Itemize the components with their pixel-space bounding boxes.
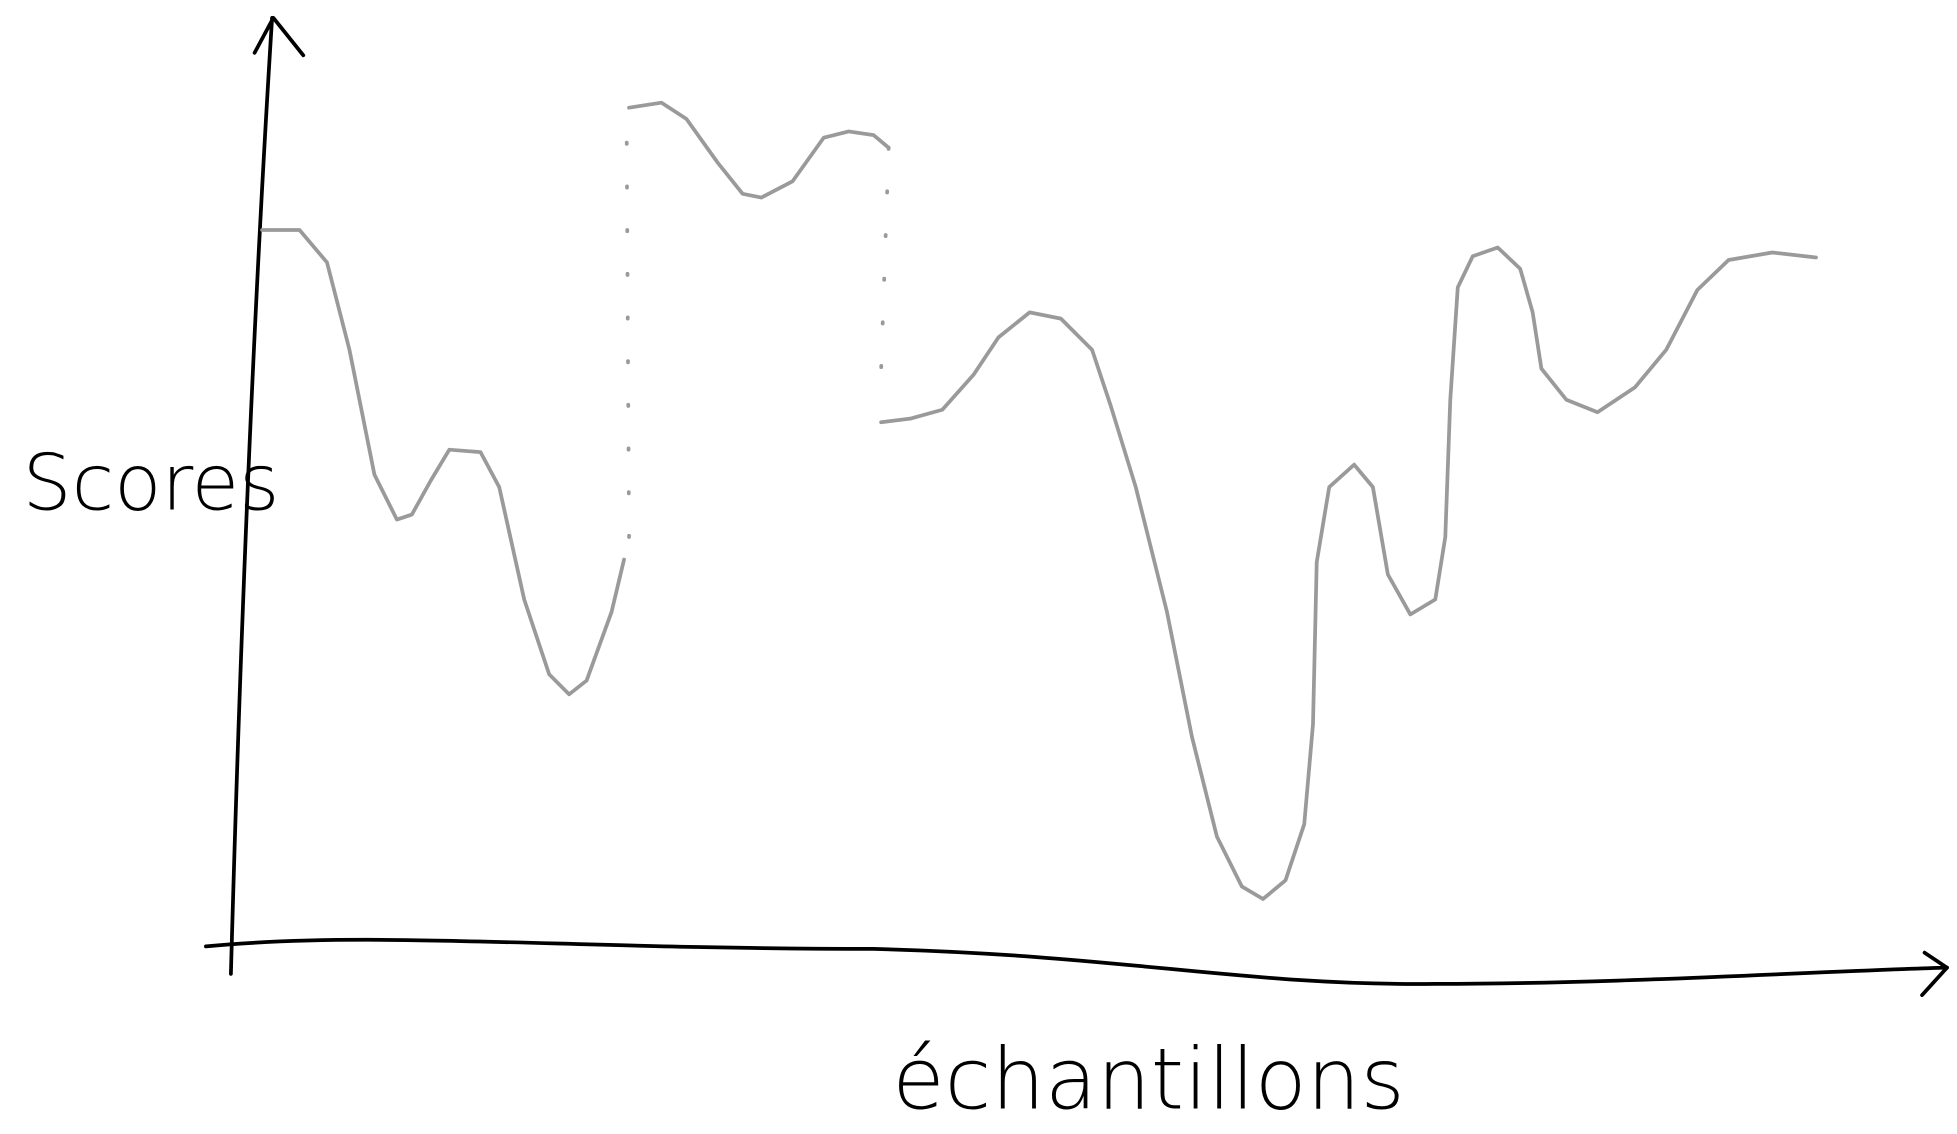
curve-segment bbox=[260, 228, 626, 697]
curve-segment bbox=[627, 100, 891, 200]
curve-segment bbox=[879, 245, 1818, 901]
y-axis bbox=[229, 15, 274, 976]
y-axis-arrow bbox=[252, 15, 306, 58]
y-axis-label: Scores bbox=[22, 439, 279, 529]
dotted-connector bbox=[624, 105, 631, 539]
x-axis-label: échantillons bbox=[892, 1031, 1404, 1130]
x-axis-arrow bbox=[1920, 950, 1949, 997]
x-axis bbox=[204, 937, 1949, 986]
dotted-connector bbox=[878, 145, 891, 408]
